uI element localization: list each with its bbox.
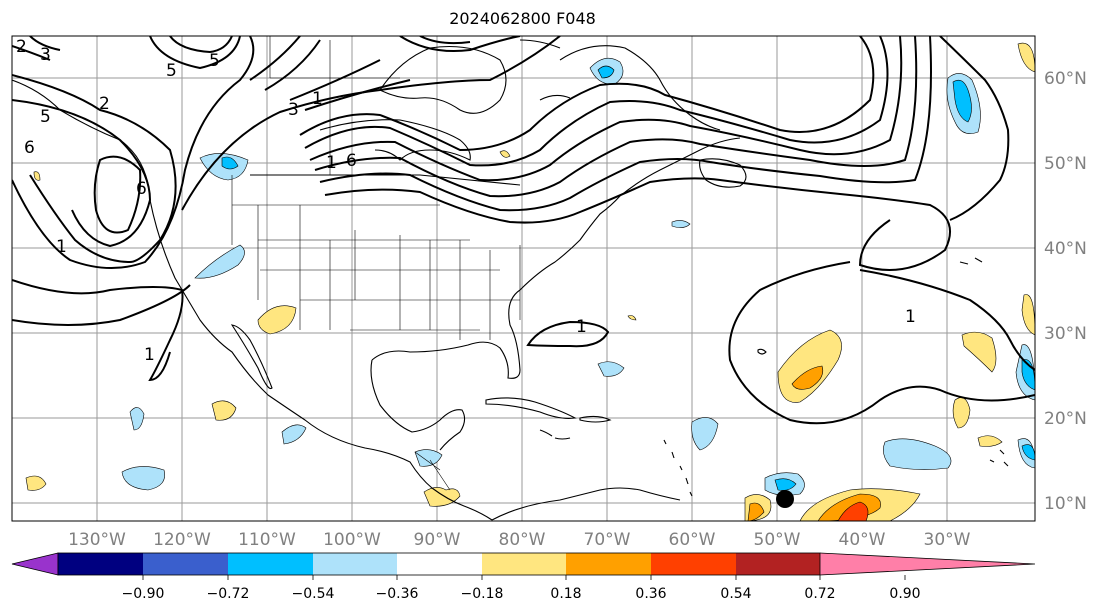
contour-labels: 2 3 5 6 5 2 1 3 1 6 5 6 1 1 1 1 [16,37,916,365]
lon-label: 80°W [499,530,546,550]
pos-patch [977,435,1003,447]
contour-label: 6 [346,151,357,171]
lat-label: 50°N [1044,154,1087,174]
contour-label: 5 [40,107,51,127]
neg-patch [671,220,691,228]
neg-patch [281,424,307,445]
pos-patch [1021,294,1035,336]
colorbar-bin [651,553,736,575]
pos-patch [423,487,461,507]
longitude-labels: 130°W 120°W 110°W 100°W 90°W 80°W 70°W 6… [68,530,971,550]
colorbar-tick-label: −0.90 [122,586,165,602]
lat-label: 40°N [1044,239,1087,259]
neg-patch [1021,444,1035,461]
lon-label: 30°W [924,530,971,550]
lon-label: 40°W [839,530,886,550]
storm-center-marker [776,490,794,508]
pos-patch [627,315,637,321]
lon-label: 130°W [68,530,126,550]
lon-label: 100°W [323,530,381,550]
contour-label: 5 [166,61,177,81]
neg-patch [597,361,625,377]
neg-patch [129,407,145,431]
colorbar-frame [57,552,821,576]
latitude-labels: 10°N 20°N 30°N 40°N 50°N 60°N [1044,69,1087,514]
colorbar-bin [736,553,820,575]
contour-label: 3 [40,45,51,65]
pos-patch [777,329,842,403]
colorbar: −0.90 −0.72 −0.54 −0.36 −0.18 0.18 0.36 … [11,552,1036,602]
contour-label: 1 [905,307,916,327]
colorbar-bin [313,553,397,575]
contour-label: 1 [312,89,323,109]
colorbar-bin [566,553,651,575]
colorbar-tick-label: 0.18 [550,586,581,602]
lon-label: 50°W [754,530,801,550]
colorbar-bin [58,553,143,575]
contours [12,36,1035,425]
colorbar-tick-label: −0.54 [292,586,335,602]
pos-patch [961,331,997,373]
colorbar-bin [143,553,228,575]
contour-label: 6 [24,138,35,158]
colorbar-tick-label: −0.18 [461,586,504,602]
pos-patch [25,475,47,491]
lon-label: 90°W [414,530,461,550]
lon-label: 60°W [669,530,716,550]
colorbar-tick-label: 0.90 [889,586,920,602]
pos-patch [837,501,869,521]
colorbar-extend-high [820,553,1035,575]
contour-label: 3 [288,100,299,120]
borders [231,36,521,491]
contour-label: 1 [56,237,67,257]
neg-patch [597,65,615,79]
colorbar-bin [228,553,313,575]
colorbar-bin [482,553,566,575]
colorbar-bin [397,553,482,575]
neg-patch [414,449,443,467]
pos-patch [499,150,511,158]
neg-patch [121,466,165,491]
colorbar-tick-label: −0.72 [207,586,250,602]
anomaly-shading [25,42,1035,521]
colorbar-extend-low [11,552,59,576]
lat-label: 20°N [1044,409,1087,429]
colorbar-tick-label: −0.36 [376,586,419,602]
neg-patch [221,156,239,170]
contour-label: 5 [209,51,220,71]
lon-label: 120°W [153,530,211,550]
pos-patch [952,397,971,429]
lat-label: 30°N [1044,324,1087,344]
lat-label: 10°N [1044,494,1087,514]
lat-label: 60°N [1044,69,1087,89]
colorbar-tick-label: 0.54 [720,586,751,602]
map-frame [11,35,1036,522]
map-title: 2024062800 F048 [449,9,596,28]
contour-label: 1 [326,153,337,173]
pos-patch [1017,42,1035,73]
neg-patch [774,478,797,491]
pos-patch [33,171,41,181]
colorbar-tick-label: 0.72 [804,586,835,602]
graticule [12,36,1035,521]
pos-patch [257,305,297,335]
contour-label: 1 [576,317,587,337]
colorbar-tick-label: 0.36 [635,586,666,602]
neg-patch [883,438,952,470]
lon-label: 110°W [238,530,296,550]
neg-patch [194,244,245,279]
contour-label: 1 [144,345,155,365]
pos-patch [211,400,237,421]
neg-patch [691,417,719,451]
neg-patch [952,79,972,123]
contour-label: 2 [16,37,27,57]
coastlines [12,39,1009,521]
contour-label: 2 [99,94,110,114]
contour-label: 6 [136,179,147,199]
lon-label: 70°W [584,530,631,550]
pos-patch [791,365,824,390]
